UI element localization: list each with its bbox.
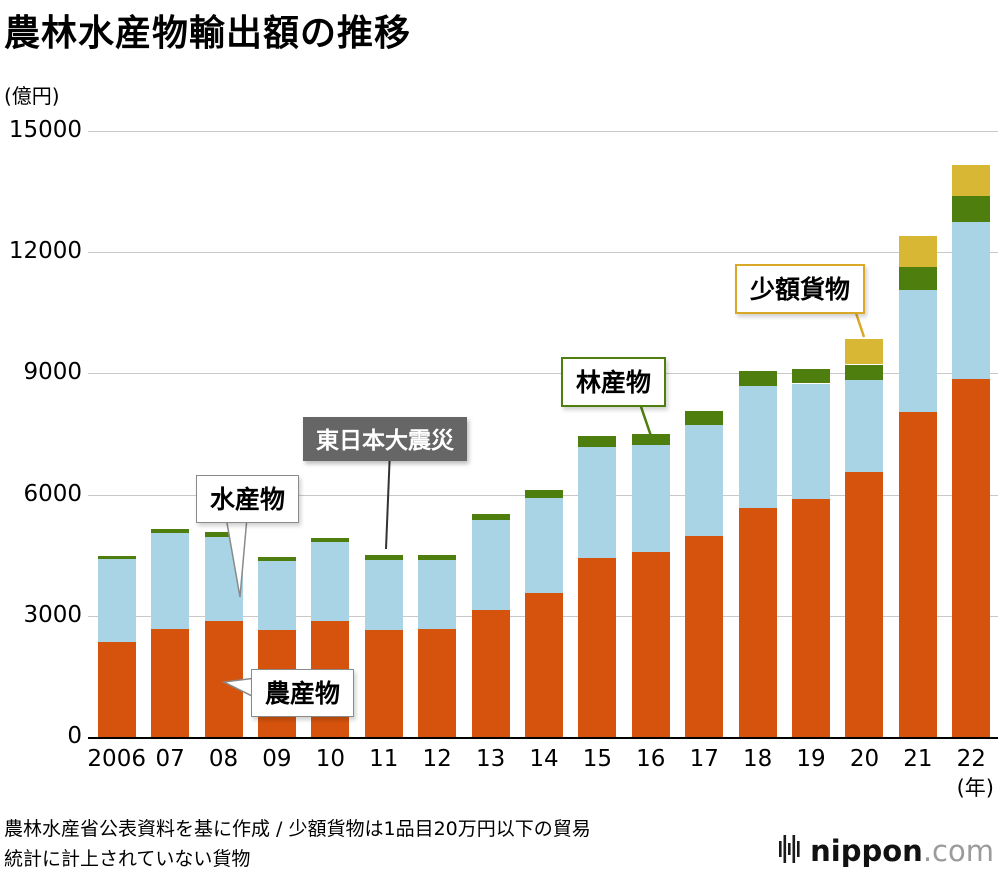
x-axis-unit-label: (年) — [956, 776, 994, 800]
source-note: 農林水産省公表資料を基に作成 / 少額貨物は1品目20万円以下の貿易 統計に計上… — [4, 814, 591, 875]
bar-segment-水産物-07 — [151, 532, 190, 629]
bar-segment-農産物-11 — [364, 629, 403, 737]
bar-segment-林産物-10 — [311, 537, 350, 543]
bar-segment-水産物-16 — [631, 444, 670, 552]
logo-text-nippon: nippon — [810, 834, 923, 868]
x-tick-label: 19 — [796, 746, 826, 772]
bar-segment-水産物-22 — [952, 222, 991, 379]
bar-segment-水産物-13 — [471, 520, 510, 611]
bar-segment-農産物-15 — [578, 558, 617, 737]
bar-segment-水産物-10 — [311, 542, 350, 622]
x-tick-label: 12 — [422, 746, 452, 772]
bar-segment-林産物-12 — [418, 555, 457, 561]
bar-segment-水産物-19 — [792, 383, 831, 500]
bar-segment-林産物-13 — [471, 514, 510, 521]
bar-segment-農産物-19 — [792, 499, 831, 737]
bar-segment-水産物-18 — [738, 385, 777, 509]
bar-segment-林産物-20 — [845, 364, 884, 380]
bar-segment-農産物-16 — [631, 551, 670, 737]
y-tick-label: 12000 — [8, 238, 82, 265]
bar-segment-農産物-22 — [952, 378, 991, 737]
bar-segment-林産物-15 — [578, 436, 617, 447]
x-tick-label: 09 — [262, 746, 292, 772]
chart-title: 農林水産物輸出額の推移 — [4, 13, 412, 54]
bar-segment-農産物-18 — [738, 508, 777, 737]
x-tick-label: 2006 — [87, 746, 146, 772]
bar-segment-少額貨物-22 — [952, 165, 991, 197]
gridline — [88, 252, 998, 254]
bar-segment-水産物-11 — [364, 559, 403, 630]
bar-segment-林産物-18 — [738, 370, 777, 386]
bar-segment-農産物-13 — [471, 610, 510, 737]
callout-earthquake: 東日本大震災 — [303, 417, 467, 461]
callout-nosan: 農産物 — [251, 669, 355, 717]
bar-segment-林産物-11 — [364, 554, 403, 560]
bar-segment-水産物-14 — [525, 498, 563, 593]
bar-segment-林産物-19 — [792, 368, 831, 384]
y-tick-label: 15000 — [8, 117, 82, 143]
bar-segment-農産物-20 — [845, 471, 884, 737]
x-tick-label: 22 — [956, 746, 986, 772]
nippon-logo-icon — [778, 834, 802, 868]
bar-segment-水産物-20 — [845, 379, 884, 472]
bar-segment-農産物-21 — [898, 412, 937, 737]
bar-segment-林産物-22 — [952, 196, 991, 223]
bar-segment-農産物-08 — [204, 620, 243, 737]
x-tick-label: 16 — [636, 746, 666, 772]
bar-segment-林産物-16 — [631, 434, 670, 445]
x-tick-label: 10 — [315, 746, 345, 772]
bar-segment-少額貨物-21 — [898, 236, 937, 268]
x-axis-line — [88, 737, 998, 739]
bar-segment-少額貨物-20 — [845, 338, 884, 365]
nippon-logo: nippon.com — [778, 834, 994, 868]
bar-segment-水産物-2006 — [97, 559, 136, 642]
source-note-line1: 農林水産省公表資料を基に作成 / 少額貨物は1品目20万円以下の貿易 — [4, 818, 591, 840]
x-tick-label: 18 — [743, 746, 773, 772]
bar-segment-林産物-21 — [898, 267, 937, 291]
callout-suisan: 水産物 — [196, 475, 300, 523]
bar-segment-水産物-15 — [578, 446, 617, 559]
logo-text-com: .com — [922, 834, 994, 868]
y-tick-label: 6000 — [23, 480, 82, 507]
bar-segment-水産物-17 — [685, 425, 724, 537]
callout-shogaku: 少額貨物 — [735, 264, 866, 314]
y-tick-label: 0 — [67, 723, 82, 749]
earthquake-pointer-line — [385, 449, 391, 550]
bar-segment-農産物-17 — [685, 536, 724, 737]
y-tick-label: 3000 — [23, 601, 82, 628]
bar-segment-林産物-07 — [151, 528, 190, 533]
x-tick-label: 14 — [529, 746, 559, 772]
x-tick-label: 08 — [208, 746, 239, 772]
x-tick-label: 21 — [903, 746, 933, 772]
bar-segment-水産物-08 — [204, 536, 243, 621]
bar-segment-農産物-2006 — [97, 641, 136, 737]
bar-segment-農産物-12 — [418, 628, 457, 737]
y-tick-label: 9000 — [23, 359, 82, 386]
x-tick-label: 20 — [849, 746, 880, 772]
x-tick-label: 15 — [582, 746, 613, 772]
bar-segment-水産物-21 — [898, 290, 937, 413]
source-note-line2: 統計に計上されていない貨物 — [4, 848, 251, 871]
gridline — [88, 373, 998, 375]
callout-rinsan: 林産物 — [561, 357, 667, 407]
x-tick-label: 11 — [369, 746, 399, 772]
gridline — [88, 131, 998, 132]
bar-segment-林産物-09 — [257, 557, 296, 561]
bar-segment-農産物-14 — [525, 592, 563, 737]
x-tick-label: 07 — [155, 746, 185, 772]
bar-segment-林産物-14 — [525, 489, 563, 499]
bar-segment-農産物-07 — [151, 628, 190, 737]
bar-segment-水産物-12 — [418, 560, 457, 629]
bar-segment-林産物-2006 — [97, 555, 136, 560]
bar-segment-林産物-17 — [685, 410, 724, 426]
x-tick-label: 17 — [689, 746, 719, 772]
y-axis-unit-label: (億円) — [4, 84, 60, 108]
bar-segment-水産物-09 — [257, 560, 296, 631]
bar-segment-林産物-08 — [204, 531, 243, 537]
x-tick-label: 13 — [475, 746, 506, 772]
